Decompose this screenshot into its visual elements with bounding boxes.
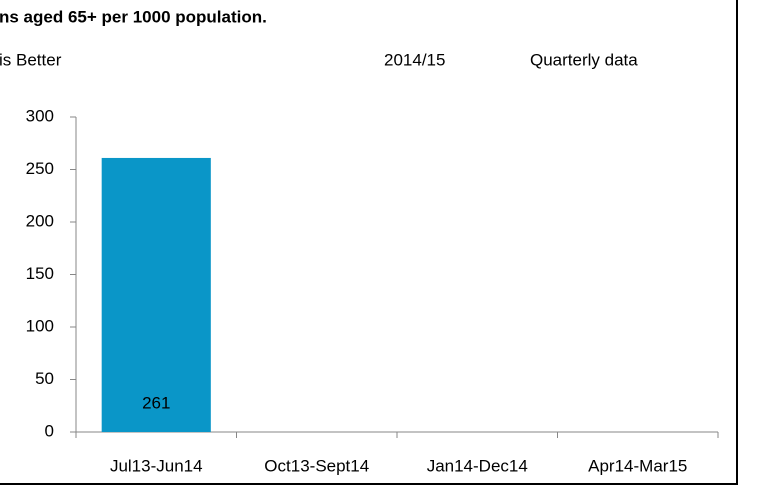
y-tick-label: 250 bbox=[26, 159, 54, 178]
y-tick-label: 50 bbox=[35, 369, 54, 388]
x-tick-label: Jul13-Jun14 bbox=[110, 456, 203, 475]
y-tick-label: 0 bbox=[45, 421, 54, 440]
x-tick-label: Apr14-Mar15 bbox=[588, 456, 687, 475]
subtitle: Quarterly data bbox=[530, 50, 638, 69]
bar bbox=[101, 157, 211, 432]
subtitle: 2014/15 bbox=[384, 50, 445, 69]
x-tick-label: Oct13-Sept14 bbox=[264, 456, 369, 475]
chart-title: ns aged 65+ per 1000 population. bbox=[0, 7, 267, 26]
y-tick-label: 100 bbox=[26, 316, 54, 335]
x-tick-label: Jan14-Dec14 bbox=[427, 456, 528, 475]
y-tick-label: 150 bbox=[26, 264, 54, 283]
y-tick-label: 200 bbox=[26, 211, 54, 230]
y-tick-label: 300 bbox=[26, 106, 54, 125]
subtitle: is Better bbox=[0, 50, 62, 69]
data-label: 261 bbox=[142, 393, 170, 412]
